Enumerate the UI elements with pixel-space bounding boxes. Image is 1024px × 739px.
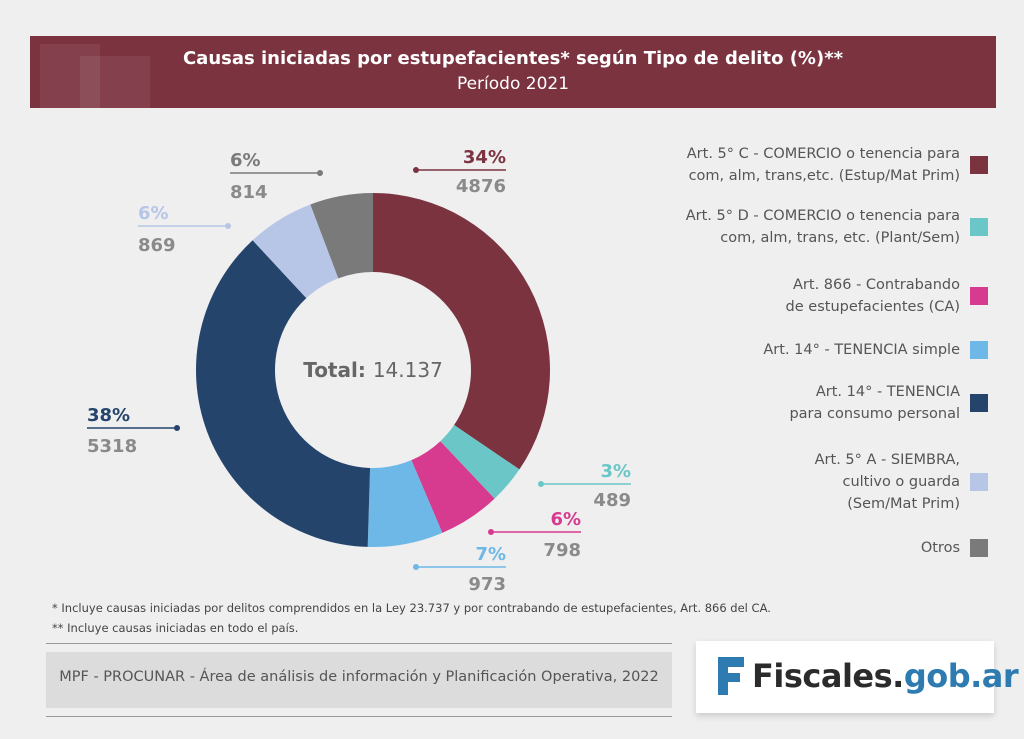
legend-label: Art. 866 - Contrabando de estupefaciente… (785, 277, 960, 315)
percent-label: 3% (600, 461, 631, 482)
divider (46, 716, 672, 717)
legend-item: Art. 14° - TENENCIA simple (763, 339, 988, 361)
callout-dot (488, 529, 494, 535)
source-text: MPF - PROCUNAR - Área de análisis de inf… (59, 669, 659, 685)
callout-dot (413, 564, 419, 570)
donut-slice (310, 193, 373, 279)
count-label: 814 (230, 182, 268, 203)
callout-dot (225, 223, 231, 229)
percent-label: 38% (87, 405, 130, 426)
logo: Fiscales.gob.ar (696, 641, 1019, 713)
legend-swatch (970, 473, 988, 491)
legend-item: Art. 5° A - SIEMBRA, cultivo o guarda (S… (815, 449, 988, 515)
legend-item: Otros (921, 537, 988, 559)
donut-slice (196, 240, 371, 547)
legend-label: Art. 14° - TENENCIA para consumo persona… (789, 384, 960, 422)
percent-label: 6% (138, 203, 169, 224)
legend-swatch (970, 539, 988, 557)
legend-label: Art. 14° - TENENCIA simple (763, 342, 960, 358)
legend-item: Art. 866 - Contrabando de estupefaciente… (786, 274, 988, 318)
callout-dot (538, 481, 544, 487)
chart-header: Causas iniciadas por estupefacientes* se… (30, 36, 996, 108)
count-label: 798 (543, 540, 581, 561)
count-label: 5318 (87, 436, 137, 457)
logo-text-part2: gob.ar (903, 657, 1019, 695)
footnote-1: * Incluye causas iniciadas por delitos c… (52, 601, 771, 615)
logo-text-part1: Fiscales. (752, 657, 904, 695)
count-label: 973 (468, 574, 506, 595)
donut-slice (411, 441, 495, 533)
donut-slice (252, 204, 339, 299)
chart-subtitle: Período 2021 (456, 74, 570, 94)
callout-dot (317, 170, 323, 176)
donut-slice (440, 425, 520, 499)
percent-label: 6% (230, 150, 261, 171)
divider (46, 643, 672, 644)
count-label: 489 (593, 490, 631, 511)
donut-slice (373, 193, 550, 470)
total-label: Total: 14.137 (303, 358, 443, 382)
legend-label: Art. 5° A - SIEMBRA, cultivo o guarda (S… (814, 452, 960, 512)
legend-item: Art. 14° - TENENCIA para consumo persona… (789, 381, 988, 425)
count-label: 4876 (456, 176, 506, 197)
logo-text: Fiscales.gob.ar (752, 657, 1019, 695)
percent-label: 6% (550, 509, 581, 530)
header-decoration (40, 44, 100, 108)
total-value: 14.137 (373, 358, 443, 382)
header-decoration (80, 56, 150, 108)
legend-swatch (970, 156, 988, 174)
chart-title: Causas iniciadas por estupefacientes* se… (182, 48, 844, 69)
donut-slice (367, 460, 443, 547)
legend-item: Art. 5° C - COMERCIO o tenencia para com… (687, 143, 988, 187)
percent-label: 7% (475, 544, 506, 565)
legend-label: Art. 5° C - COMERCIO o tenencia para com… (686, 146, 960, 184)
callout-dot (413, 167, 419, 173)
legend-swatch (970, 394, 988, 412)
legend-swatch (970, 218, 988, 236)
footnote-2: ** Incluye causas iniciadas en todo el p… (52, 621, 299, 635)
callout-dot (174, 425, 180, 431)
count-label: 869 (138, 235, 176, 256)
legend-item: Art. 5° D - COMERCIO o tenencia para com… (686, 205, 988, 249)
legend-label: Otros (920, 540, 960, 556)
percent-label: 34% (463, 147, 506, 168)
total-label-prefix: Total: (303, 358, 373, 382)
legend-swatch (970, 341, 988, 359)
source-box: MPF - PROCUNAR - Área de análisis de inf… (46, 652, 672, 708)
fiscales-logo-icon (718, 657, 744, 695)
legend-swatch (970, 287, 988, 305)
legend-label: Art. 5° D - COMERCIO o tenencia para com… (685, 208, 960, 246)
